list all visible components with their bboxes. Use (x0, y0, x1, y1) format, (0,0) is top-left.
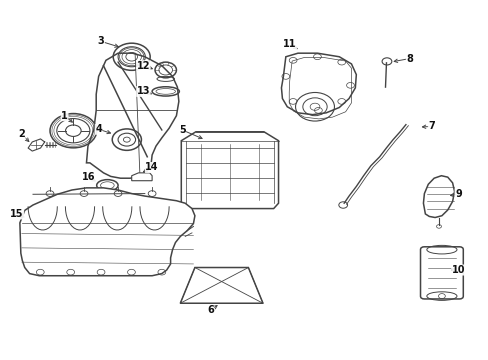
Text: 4: 4 (95, 124, 102, 134)
Polygon shape (20, 188, 195, 276)
Text: 6: 6 (206, 305, 213, 315)
Text: 9: 9 (454, 189, 461, 199)
Polygon shape (180, 267, 263, 303)
Text: 2: 2 (19, 129, 25, 139)
Polygon shape (423, 176, 454, 217)
FancyBboxPatch shape (420, 247, 462, 299)
Polygon shape (281, 53, 356, 114)
Text: 5: 5 (179, 125, 185, 135)
Polygon shape (131, 173, 152, 181)
Text: 10: 10 (451, 265, 464, 275)
Text: 15: 15 (10, 209, 23, 219)
Text: 13: 13 (136, 86, 150, 96)
Text: 7: 7 (427, 121, 434, 131)
Polygon shape (181, 132, 278, 208)
Polygon shape (86, 53, 179, 178)
Text: 8: 8 (406, 54, 412, 64)
Text: 14: 14 (145, 162, 159, 172)
Text: 3: 3 (98, 36, 104, 46)
Text: 11: 11 (283, 39, 296, 49)
Text: 12: 12 (136, 61, 150, 71)
Text: 16: 16 (82, 172, 96, 183)
Text: 1: 1 (61, 111, 68, 121)
